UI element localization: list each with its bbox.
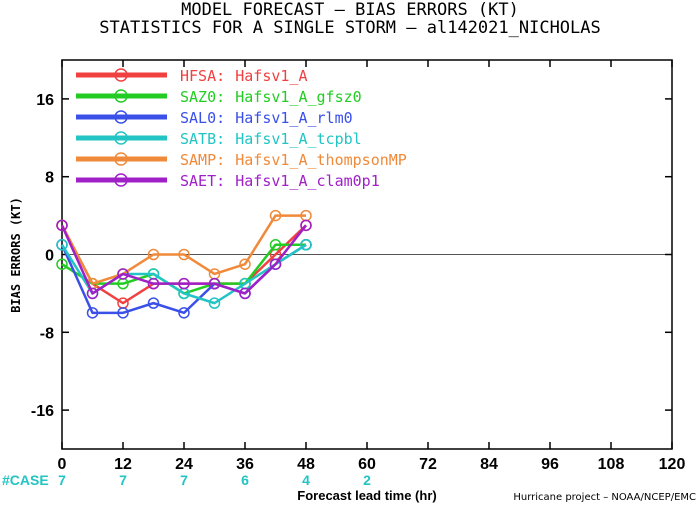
legend-name: SAMP:	[180, 151, 225, 169]
y-tick-label: -16	[31, 403, 54, 420]
legend-desc: Hafsv1_A_gfsz0	[235, 88, 361, 106]
data-point	[269, 258, 282, 270]
legend-desc: Hafsv1_A_tcpbl	[235, 130, 361, 148]
series-line	[60, 214, 306, 285]
data-point	[208, 297, 221, 309]
legend-name: SATB:	[180, 130, 225, 148]
case-count: 2	[363, 472, 371, 488]
data-point	[117, 307, 129, 319]
data-point	[56, 219, 68, 232]
legend-marker	[114, 131, 128, 145]
legend-marker	[114, 152, 128, 166]
data-point	[178, 307, 190, 319]
case-count: 4	[302, 472, 310, 488]
data-point	[117, 268, 129, 280]
series-line	[60, 224, 307, 305]
case-count: 6	[241, 472, 249, 488]
y-tick-label: -8	[40, 325, 54, 342]
data-point	[300, 239, 312, 251]
data-point	[56, 239, 68, 251]
x-tick-label: 84	[480, 456, 498, 473]
x-tick-label: 108	[598, 456, 625, 473]
data-point	[56, 258, 68, 270]
x-tick-label: 120	[659, 456, 686, 473]
series-line	[60, 224, 307, 295]
legend-item: SAMP: Hafsv1_A_thompsonMP	[76, 151, 407, 169]
legend-item: SAL0: Hafsv1_A_rlm0	[76, 109, 353, 127]
legend-desc: Hafsv1_A_clam0p1	[235, 172, 380, 190]
legend-name: SAZ0:	[180, 88, 225, 106]
chart-title: MODEL FORECAST – BIAS ERRORS (KT)	[181, 0, 519, 20]
data-point	[269, 239, 282, 251]
y-tick-label: 8	[45, 170, 54, 187]
x-tick-label: 48	[297, 456, 315, 473]
series-0	[56, 219, 312, 309]
x-axis-label: Forecast lead time (hr)	[297, 488, 436, 503]
x-tick-label: 72	[419, 456, 437, 473]
chart-subtitle: STATISTICS FOR A SINGLE STORM – al142021…	[99, 18, 601, 38]
x-tick-label: 60	[358, 456, 376, 473]
credit-text: Hurricane project – NOAA/NCEP/EMC	[513, 492, 696, 503]
x-tick-label: 12	[114, 456, 132, 473]
data-point	[208, 277, 221, 290]
data-point	[269, 209, 282, 222]
data-point	[178, 248, 190, 261]
data-point	[147, 297, 160, 309]
legend-desc: Hafsv1_A_rlm0	[235, 109, 352, 127]
case-count: 7	[119, 472, 127, 488]
data-point	[86, 287, 99, 300]
legend-marker	[114, 89, 128, 103]
legend-marker	[114, 68, 128, 82]
y-tick-label: 0	[45, 248, 54, 265]
data-point	[178, 277, 190, 290]
legend-item: SAZ0: Hafsv1_A_gfsz0	[76, 88, 362, 106]
y-axis-label: BIAS ERRORS (KT)	[9, 197, 23, 313]
legend-item: SATB: Hafsv1_A_tcpbl	[76, 130, 362, 148]
legend-desc: Hafsv1_A_thompsonMP	[235, 151, 407, 169]
legend-name: SAL0:	[180, 109, 225, 127]
legend-name: HFSA:	[180, 67, 225, 85]
case-count: 7	[58, 472, 66, 488]
data-point	[239, 258, 251, 270]
case-label: #CASE	[2, 472, 49, 488]
legend-marker	[114, 173, 128, 187]
legend-item: HFSA: Hafsv1_A	[76, 67, 308, 85]
x-tick-label: 0	[58, 456, 67, 473]
data-point	[239, 287, 251, 300]
legend-marker	[114, 110, 128, 124]
data-point	[300, 219, 312, 232]
legend-name: SAET:	[180, 172, 225, 190]
data-point	[147, 277, 160, 290]
legend-item: SAET: Hafsv1_A_clam0p1	[76, 172, 380, 190]
series-5	[56, 219, 312, 300]
x-tick-label: 36	[236, 456, 254, 473]
legend-desc: Hafsv1_A	[235, 67, 307, 85]
data-point	[147, 248, 160, 261]
case-count: 7	[180, 472, 188, 488]
x-tick-label: 24	[175, 456, 193, 473]
data-point	[86, 307, 99, 319]
y-tick-label: 16	[36, 92, 54, 109]
x-tick-label: 96	[541, 456, 559, 473]
